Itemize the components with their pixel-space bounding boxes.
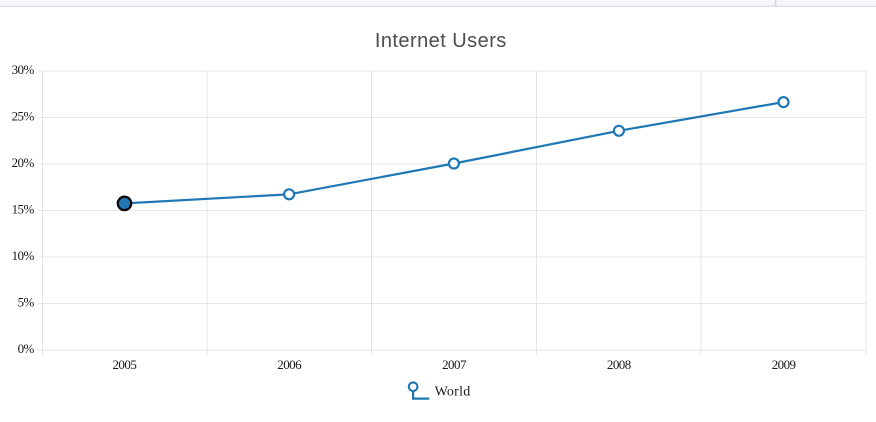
svg-text:20%: 20% — [12, 155, 35, 170]
svg-text:Internet Users: Internet Users — [375, 30, 507, 52]
svg-text:25%: 25% — [12, 109, 35, 124]
svg-text:2005: 2005 — [112, 357, 136, 372]
svg-text:2007: 2007 — [442, 357, 467, 372]
svg-text:30%: 30% — [12, 62, 35, 77]
svg-text:2009: 2009 — [772, 357, 796, 372]
svg-text:2006: 2006 — [277, 357, 302, 372]
svg-text:2008: 2008 — [607, 357, 631, 372]
svg-text:15%: 15% — [12, 202, 35, 217]
svg-text:0%: 0% — [18, 341, 35, 356]
svg-text:10%: 10% — [12, 248, 35, 263]
svg-text:World: World — [435, 384, 471, 399]
svg-text:5%: 5% — [18, 295, 35, 310]
